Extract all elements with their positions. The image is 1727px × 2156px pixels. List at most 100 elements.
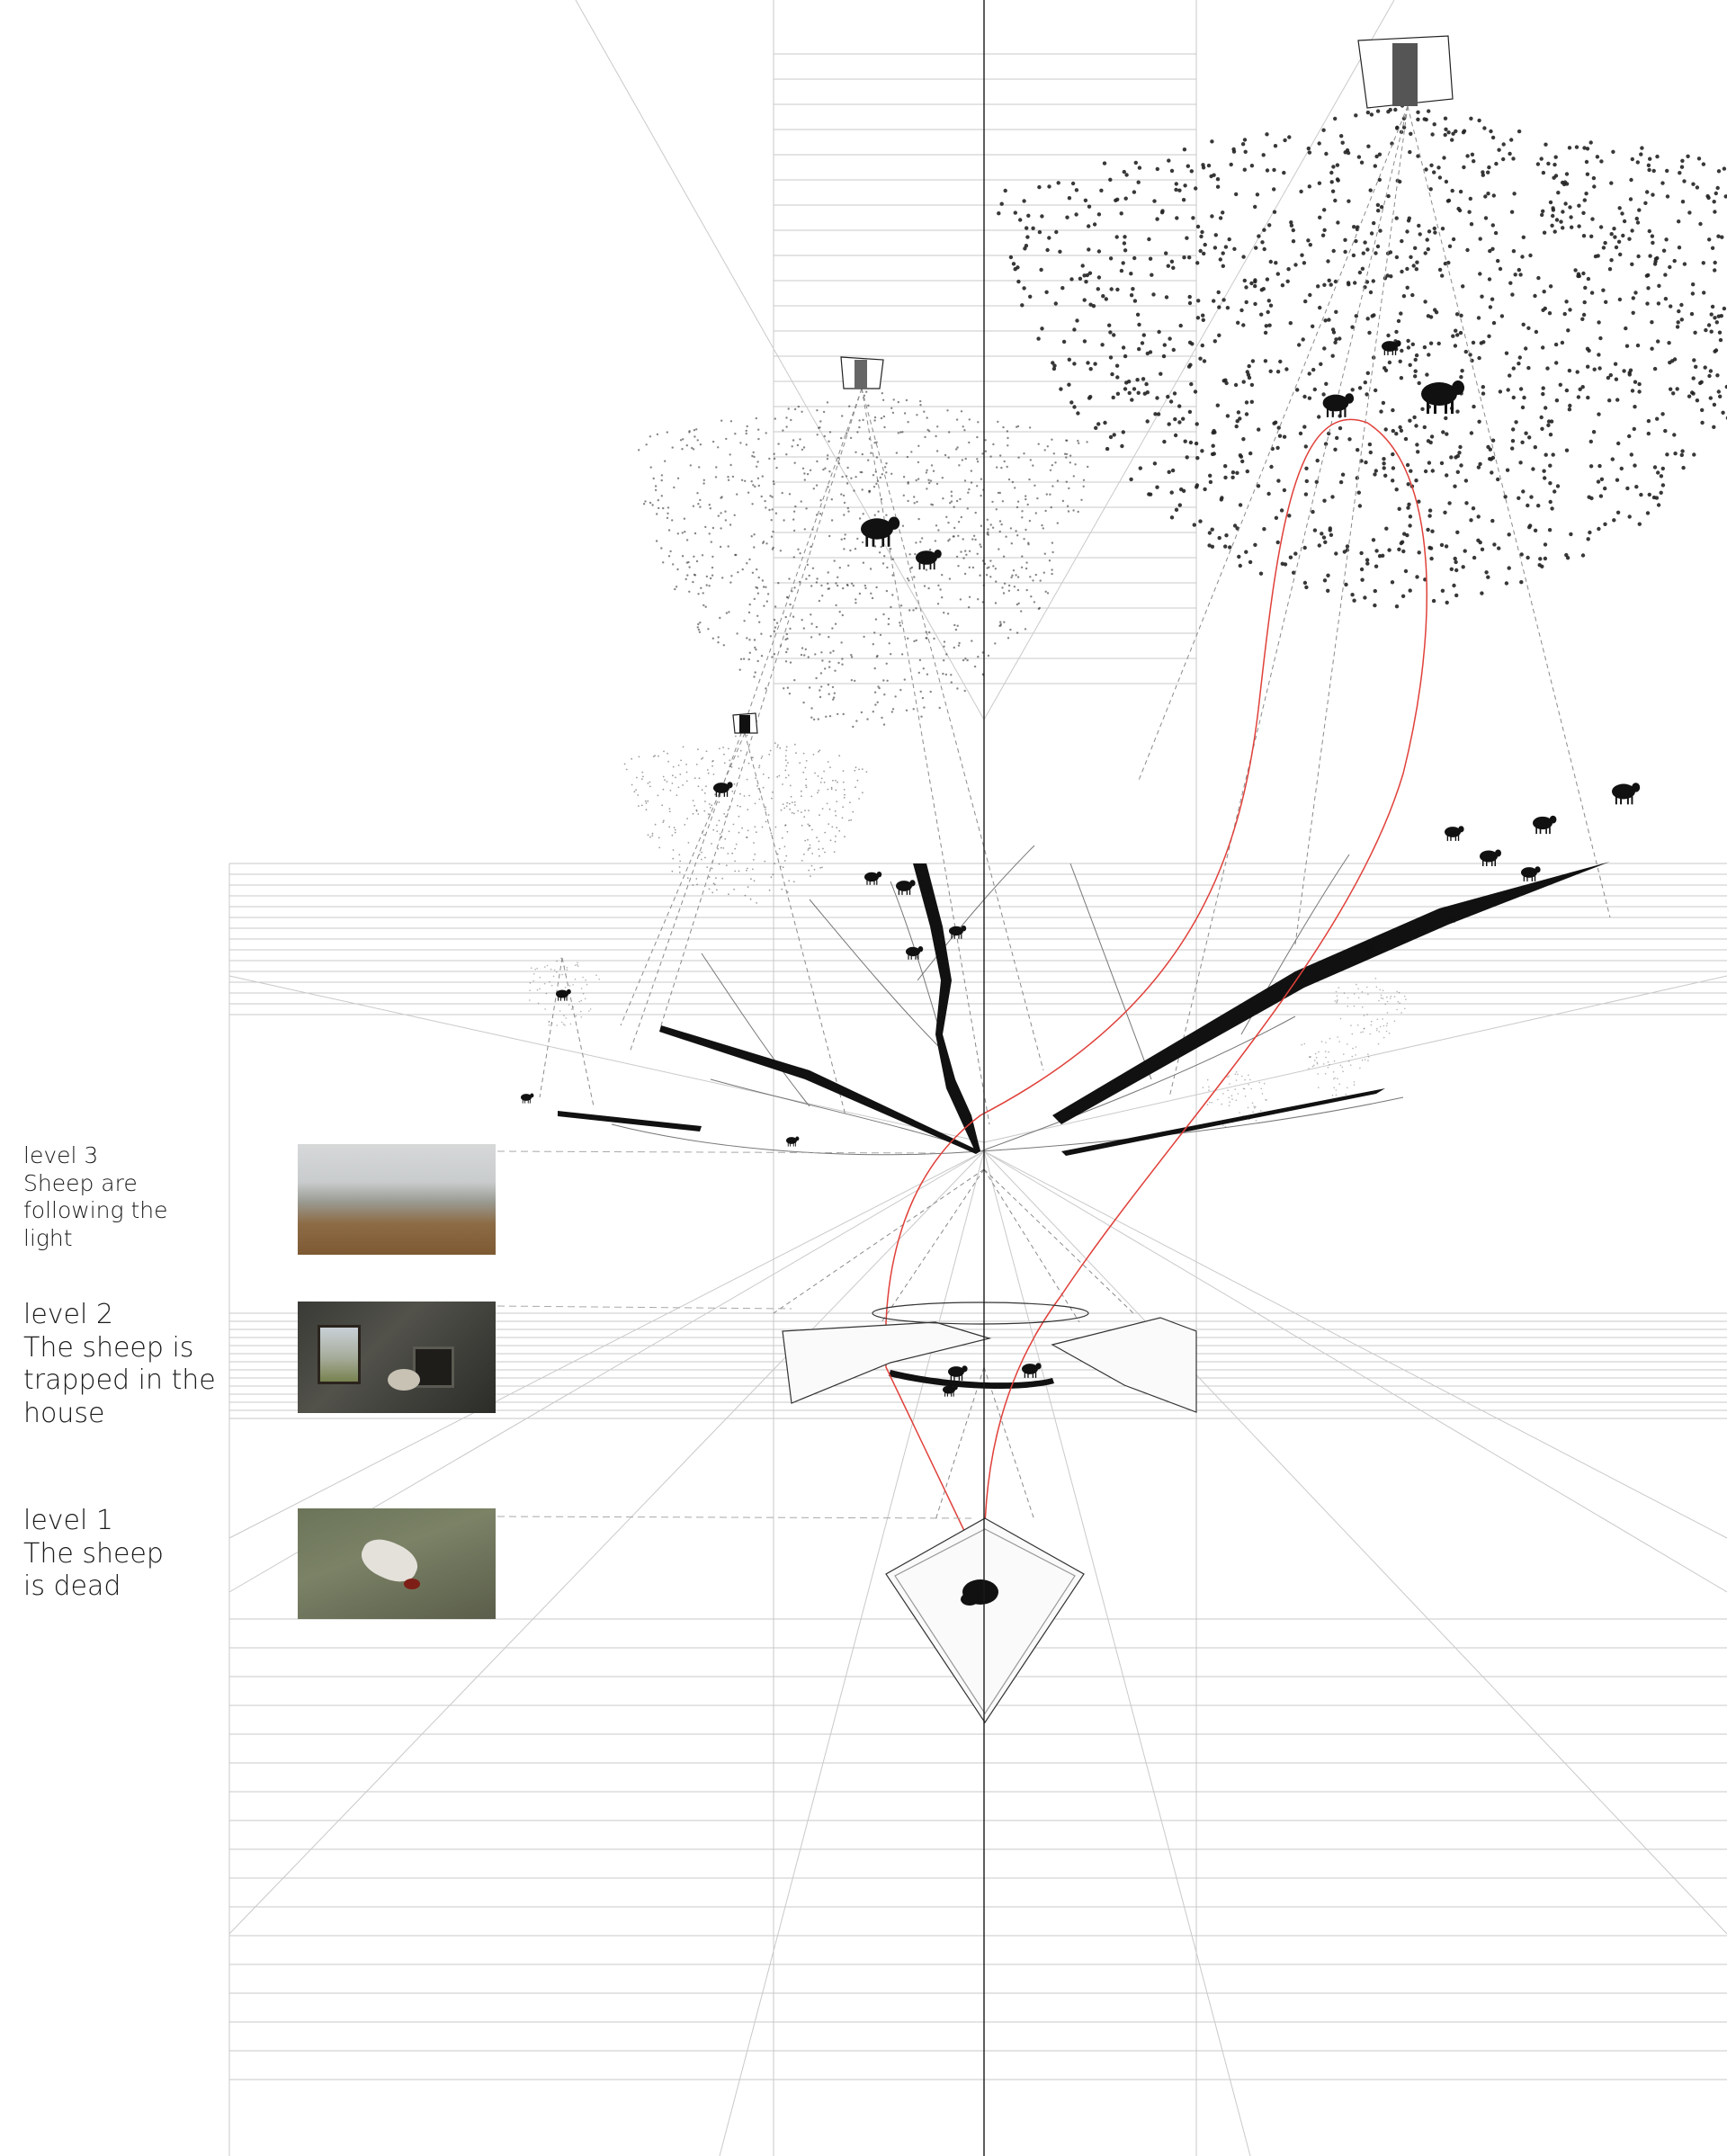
- spread-dot: [768, 889, 771, 891]
- spread-dot: [1229, 1083, 1230, 1085]
- spread-dot: [1629, 452, 1634, 457]
- spread-dot: [926, 428, 929, 432]
- spread-dot: [902, 476, 906, 479]
- spread-dot: [1717, 330, 1723, 335]
- spread-dot: [855, 766, 857, 769]
- spread-dot: [1470, 152, 1475, 157]
- spread-dot: [1367, 1060, 1369, 1061]
- spread-dot: [883, 466, 887, 469]
- spread-dot: [1651, 192, 1655, 197]
- spread-dot: [1716, 314, 1722, 318]
- spread-dot: [1487, 277, 1492, 282]
- spread-dot: [1650, 320, 1654, 325]
- perspective-ray: [983, 975, 1727, 1143]
- spread-dot: [996, 466, 998, 469]
- spread-dot: [1519, 552, 1524, 557]
- spread-dot: [903, 412, 907, 415]
- spread-dot: [802, 446, 806, 449]
- spread-dot: [1082, 479, 1086, 481]
- spread-dot: [1256, 484, 1261, 488]
- spread-dot: [675, 776, 676, 779]
- spread-dot: [786, 686, 790, 689]
- spread-dot: [1522, 395, 1526, 400]
- spread-dot: [880, 416, 883, 420]
- perspective-ray: [983, 0, 1395, 720]
- spread-dot: [866, 718, 869, 720]
- spread-dot: [1069, 461, 1072, 464]
- spread-dot: [1362, 1031, 1365, 1033]
- spread-dot: [1250, 1087, 1252, 1090]
- spread-dot: [1148, 492, 1153, 497]
- spread-dot: [1607, 267, 1613, 272]
- spread-dot: [1399, 1002, 1400, 1005]
- spread-dot: [701, 554, 704, 557]
- spread-dot: [1363, 380, 1368, 385]
- spread-dot: [745, 432, 747, 435]
- spread-dot: [738, 815, 740, 818]
- spread-dot: [915, 639, 917, 642]
- spread-dot: [1442, 156, 1446, 160]
- spread-dot: [1275, 445, 1280, 451]
- spread-dot: [751, 571, 755, 574]
- spread-dot: [792, 881, 795, 883]
- spread-dot: [1293, 551, 1298, 556]
- spread-dot: [1249, 399, 1255, 404]
- spread-dot: [1373, 164, 1378, 168]
- blood-stain: [404, 1579, 420, 1589]
- spread-dot: [1365, 392, 1369, 397]
- spread-dot: [805, 577, 808, 580]
- spread-dot: [1234, 424, 1239, 429]
- spread-dot: [729, 523, 732, 526]
- spread-dot: [1237, 1093, 1239, 1095]
- spread-dot: [890, 653, 892, 656]
- spread-dot: [801, 811, 802, 813]
- spread-dot: [1365, 247, 1370, 252]
- spread-dot: [695, 809, 698, 811]
- spread-dot: [1043, 449, 1046, 452]
- spread-dot: [942, 497, 944, 500]
- spread-dot: [1228, 1075, 1230, 1078]
- spread-dot: [787, 774, 790, 776]
- spread-dot: [755, 777, 756, 780]
- spread-dot: [1141, 333, 1147, 337]
- spread-dot: [801, 467, 805, 470]
- spread-dot: [780, 809, 783, 811]
- spread-dot: [709, 813, 711, 816]
- spread-dot: [979, 543, 981, 546]
- spread-dot: [1690, 390, 1695, 395]
- spread-dot: [1145, 419, 1150, 424]
- spread-dot: [1040, 214, 1044, 219]
- spread-dot: [775, 622, 779, 624]
- spread-dot: [999, 621, 1002, 623]
- spread-dot: [673, 486, 676, 489]
- spread-dot: [1123, 248, 1128, 253]
- spread-dot: [713, 883, 716, 886]
- spread-dot: [1173, 416, 1177, 422]
- spread-dot: [1430, 529, 1435, 533]
- spread-dot: [774, 417, 776, 420]
- spread-dot: [1295, 388, 1300, 392]
- spread-dot: [783, 687, 785, 690]
- spread-dot: [814, 772, 816, 774]
- spread-dot: [1416, 154, 1420, 158]
- spread-dot: [1105, 446, 1110, 452]
- spread-dot: [1207, 531, 1212, 535]
- spread-dot: [1507, 566, 1511, 570]
- spread-dot: [967, 606, 971, 609]
- spread-dot: [1561, 210, 1565, 214]
- spread-dot: [1394, 604, 1400, 609]
- sheep-silhouette: [948, 1365, 968, 1381]
- spread-dot: [788, 880, 791, 882]
- spread-dot: [1110, 371, 1114, 377]
- spread-dot: [1114, 363, 1120, 368]
- spread-dot: [1365, 280, 1370, 284]
- spread-dot: [1581, 312, 1587, 318]
- spread-dot: [1538, 557, 1543, 561]
- spread-dot: [1087, 224, 1091, 228]
- spread-dot: [1322, 208, 1327, 212]
- spread-dot: [1391, 466, 1396, 470]
- spread-dot: [679, 774, 682, 775]
- spread-dot: [757, 428, 760, 431]
- spread-dot: [756, 568, 758, 571]
- spread-dot: [637, 794, 640, 796]
